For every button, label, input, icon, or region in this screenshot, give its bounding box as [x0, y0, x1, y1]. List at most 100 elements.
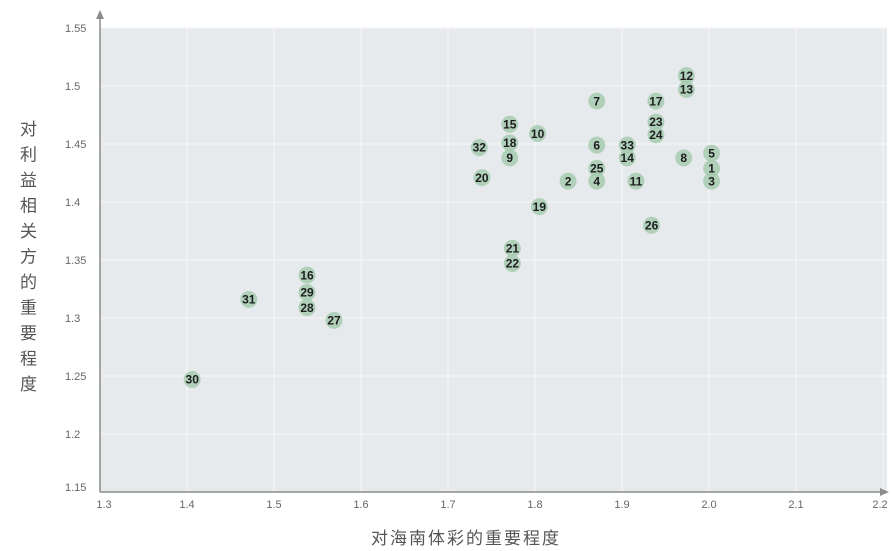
- point-marker: [529, 125, 547, 143]
- point-label: 6: [593, 138, 600, 152]
- data-point: 27: [325, 311, 343, 329]
- point-marker: [647, 113, 665, 131]
- y-tick-label: 1.25: [65, 371, 86, 383]
- data-point: 3: [703, 172, 721, 190]
- data-point: 19: [530, 198, 548, 216]
- point-label: 32: [473, 141, 487, 155]
- data-point: 1: [703, 159, 721, 177]
- data-point: 4: [588, 172, 606, 190]
- data-point: 15: [501, 115, 519, 133]
- point-marker: [643, 216, 661, 234]
- point-marker: [298, 283, 316, 301]
- data-point: 5: [703, 144, 721, 162]
- point-label: 14: [621, 151, 635, 165]
- point-label: 8: [680, 151, 687, 165]
- point-label: 26: [645, 218, 659, 232]
- point-label: 13: [680, 83, 694, 97]
- data-point: 9: [501, 149, 519, 167]
- y-axis-label: 对利益相关方的重要程度: [16, 120, 36, 401]
- data-point: 17: [647, 92, 665, 110]
- data-point: 6: [588, 136, 606, 154]
- point-label: 22: [506, 257, 520, 271]
- point-marker: [559, 172, 577, 190]
- data-point: 24: [647, 126, 665, 144]
- data-point: 22: [503, 254, 521, 272]
- data-point: 25: [588, 159, 606, 177]
- point-label: 30: [186, 373, 200, 387]
- point-label: 16: [300, 268, 314, 282]
- data-point: 7: [588, 92, 606, 110]
- point-marker: [501, 115, 519, 133]
- point-marker: [703, 159, 721, 177]
- point-label: 23: [649, 115, 663, 129]
- x-tick-label: 1.3: [96, 499, 111, 511]
- point-label: 9: [506, 151, 513, 165]
- data-point: 21: [503, 239, 521, 257]
- x-tick-label: 2.2: [872, 499, 887, 511]
- x-tick-label: 1.7: [440, 499, 455, 511]
- point-marker: [503, 254, 521, 272]
- y-tick-labels: 1.15 1.2 1.25 1.3 1.35 1.4 1.45 1.5 1.55: [65, 23, 86, 494]
- data-point: 31: [240, 290, 258, 308]
- point-label: 11: [630, 174, 643, 188]
- point-marker: [325, 311, 343, 329]
- point-marker: [618, 136, 636, 154]
- data-point: 10: [529, 125, 547, 143]
- data-point: 14: [618, 149, 636, 167]
- data-point: 33: [618, 136, 636, 154]
- data-point: 23: [647, 113, 665, 131]
- point-marker: [530, 198, 548, 216]
- point-marker: [503, 239, 521, 257]
- x-tick-label: 1.5: [266, 499, 281, 511]
- point-label: 28: [300, 301, 314, 315]
- point-marker: [588, 92, 606, 110]
- point-label: 20: [475, 171, 489, 185]
- point-label: 7: [593, 94, 600, 108]
- point-marker: [588, 136, 606, 154]
- point-marker: [240, 290, 258, 308]
- point-marker: [183, 370, 201, 388]
- y-tick-label: 1.35: [65, 255, 86, 267]
- point-label: 17: [649, 94, 663, 108]
- x-axis-arrow: [880, 488, 889, 496]
- point-label: 21: [506, 242, 520, 256]
- x-tick-label: 1.6: [353, 499, 368, 511]
- x-axis-label: 对海南体彩的重要程度: [371, 529, 561, 549]
- point-marker: [647, 92, 665, 110]
- y-axis-arrow: [96, 10, 104, 19]
- y-tick-label: 1.45: [65, 139, 86, 151]
- point-marker: [470, 138, 488, 156]
- point-label: 5: [708, 146, 715, 160]
- point-label: 33: [621, 138, 635, 152]
- y-tick-label: 1.4: [65, 197, 80, 209]
- data-point: 26: [643, 216, 661, 234]
- point-label: 4: [593, 174, 600, 188]
- point-label: 19: [533, 200, 547, 214]
- data-point: 30: [183, 370, 201, 388]
- point-marker: [703, 144, 721, 162]
- y-tick-label: 1.15: [65, 482, 86, 494]
- point-label: 10: [531, 127, 545, 141]
- y-tick-label: 1.5: [65, 81, 80, 93]
- data-point: 18: [501, 134, 519, 152]
- point-label: 25: [590, 162, 604, 176]
- x-tick-label: 1.9: [614, 499, 629, 511]
- point-marker: [677, 80, 695, 98]
- point-label: 12: [680, 69, 694, 83]
- x-tick-label: 2.0: [701, 499, 716, 511]
- point-marker: [618, 149, 636, 167]
- data-point: 13: [677, 80, 695, 98]
- y-tick-label: 1.2: [65, 429, 80, 441]
- point-marker: [647, 126, 665, 144]
- data-point: 12: [677, 67, 695, 85]
- data-point: 2: [559, 172, 577, 190]
- point-label: 31: [242, 293, 256, 307]
- data-point: 28: [298, 299, 316, 317]
- point-label: 3: [708, 174, 715, 188]
- point-marker: [298, 299, 316, 317]
- x-tick-label: 1.8: [527, 499, 542, 511]
- point-marker: [677, 67, 695, 85]
- y-tick-label: 1.55: [65, 23, 86, 35]
- data-point: 11: [627, 172, 645, 190]
